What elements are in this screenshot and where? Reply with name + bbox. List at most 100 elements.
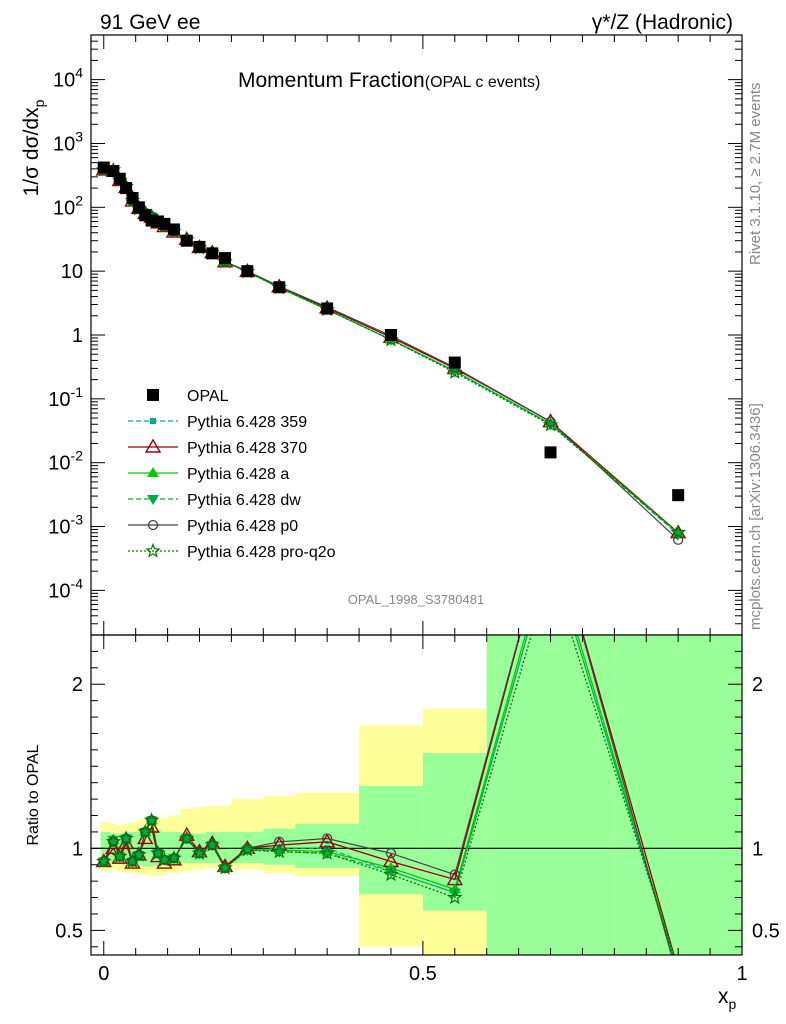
ratio-series-marker [385,848,397,859]
process-label: γ*/Z (Hadronic) [592,11,733,34]
main-y-tick-label: 1 [72,325,83,347]
ratio-y-tick-label: 2 [72,674,83,696]
ratio-series-marker [321,849,334,860]
ratio-series-marker [145,816,158,827]
ratio-y-tick-label: 0.5 [55,920,83,942]
ratio-series-marker [219,864,232,875]
legend-marker [145,542,161,558]
ratio-series-marker [139,827,152,838]
ratio-series-marker [321,833,333,844]
data-point [672,489,685,502]
ratio-series-marker [675,970,681,976]
main-y-tick-label: 10-4 [48,575,83,602]
ratio-series-marker [383,866,399,882]
ratio-series-marker [111,848,128,864]
x-tick-label: 1 [736,963,747,985]
ratio-series-marker [132,850,145,861]
ratio-series-marker [545,539,557,549]
legend-marker [147,389,159,401]
data-point [158,217,171,230]
watermark: OPAL_1998_S3780481 [348,592,484,607]
data-point [448,356,461,369]
ratio-series-marker [674,975,683,984]
ratio-series-marker [113,852,126,863]
ratio-series-marker [271,843,288,859]
ratio-series-marker [120,834,133,845]
ratio-series-marker [672,968,684,978]
x-tick-label: 0 [98,963,109,985]
ratio-series-marker [671,963,685,975]
ratio-series-marker [239,841,256,857]
ratio-series-marker [97,857,110,868]
ratio-series-marker [96,853,112,869]
legend-marker [150,418,156,424]
data-point [384,329,397,341]
data-point [97,161,110,174]
legend-marker [147,495,159,505]
ratio-band-inner [218,831,232,864]
ratio-series-marker [319,845,335,860]
ratio-series-marker [384,867,397,878]
ratio-series-marker [217,859,233,875]
legend-label: Pythia 6.428 pro-q2o [187,544,336,561]
rivet-label: Rivet 3.1.10, ≥ 2.7M events [747,83,764,266]
main-y-tick-label: 102 [53,192,83,219]
x-axis-title-text: xp [718,985,737,1012]
ratio-series-marker [206,841,219,852]
ratio-series-marker [131,846,147,862]
main-subtitle: (OPAL c events) [425,74,541,91]
legend-label: OPAL [187,388,229,405]
data-point [113,172,126,185]
ratio-series-marker [544,513,558,525]
x-tick-label: 0.5 [409,963,437,985]
x-axis-title: xp [718,985,737,1012]
ratio-panel: 0.5 0.51 12 20 0.5 1 Ratio to OPAL xp [25,513,780,1012]
legend-label: Pythia 6.428 a [187,466,289,483]
ratio-series-marker [548,550,554,556]
main-y-tick-label: 10-2 [48,448,83,475]
legend-label: Pythia 6.428 dw [187,492,301,509]
main-series-marker [670,524,687,540]
main-panel: 10-4 10-3 10-2 10-1 1 10 102 103 104 Momentum Fr… [20,34,743,636]
ratio-y-tick-label-right: 1 [752,838,763,860]
data-point [180,234,193,247]
data-point [273,281,286,294]
ratio-series-marker [672,963,684,975]
beam-label: 91 GeV ee [100,11,200,34]
ratio-y-tick-label: 1 [72,838,83,860]
legend-label: Pythia 6.428 370 [187,440,307,457]
data-point [167,223,180,236]
ratio-series-marker [273,847,286,858]
data-point [193,240,206,253]
ratio-series-marker [179,830,195,846]
legend-marker [144,438,162,453]
ratio-series-marker [672,965,684,975]
ratio-series-marker [180,834,193,845]
data-point [241,265,254,278]
data-point [126,191,139,204]
legend: OPAL Pythia 6.428 359 Pythia 6.428 370 Pyth… [128,388,336,561]
ratio-series-line [103,635,675,955]
mcplots-label: mcplots.cern.ch [arXiv:1306.3436] [747,403,764,630]
legend-label: Pythia 6.428 359 [187,414,307,431]
ratio-y-tick-label-right: 0.5 [752,920,780,942]
ratio-series-marker [150,845,166,860]
data-point [219,252,232,265]
main-y-axis-title: 1/σ dσ/dxp [20,99,47,196]
ratio-series-marker [204,836,220,852]
main-y-tick-label: 103 [53,128,83,155]
main-title: Momentum Fraction(OPAL c events) [238,69,540,92]
ratio-series-marker [143,812,160,828]
main-y-tick-label: 104 [53,65,83,92]
ratio-frame [90,634,743,956]
ratio-series-marker [105,833,122,849]
legend-marker [147,519,159,531]
main-y-tick-label: 10-3 [48,512,83,539]
ratio-series-marker [448,888,461,899]
ratio-series-marker [241,845,254,856]
ratio-series-marker [191,845,208,860]
data-point [544,446,557,459]
main-series-line [103,169,679,541]
data-point [321,302,334,315]
